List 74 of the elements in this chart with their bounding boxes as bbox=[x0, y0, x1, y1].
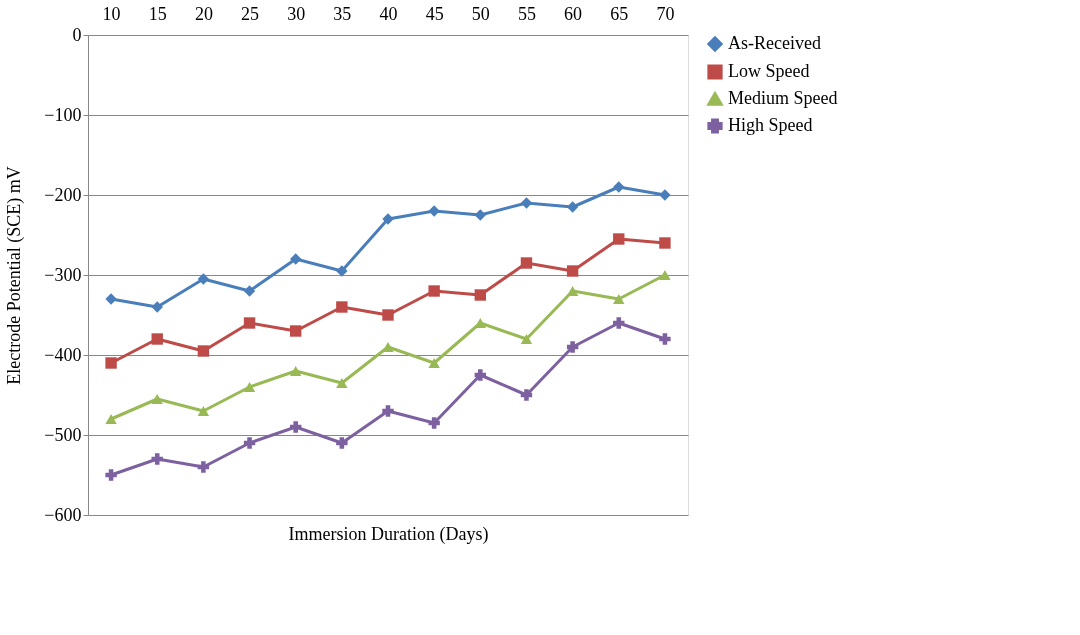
point bbox=[336, 378, 348, 388]
legend-label: Low Speed bbox=[728, 61, 810, 81]
point bbox=[336, 301, 348, 313]
point bbox=[243, 317, 256, 329]
x-tick-label: 20 bbox=[194, 3, 213, 24]
point bbox=[474, 369, 487, 381]
point bbox=[289, 253, 302, 265]
x-tick-label: 45 bbox=[425, 3, 444, 24]
x-tick-label: 70 bbox=[656, 3, 675, 24]
point bbox=[289, 421, 302, 433]
point bbox=[197, 406, 210, 416]
point bbox=[659, 333, 671, 345]
point bbox=[613, 317, 625, 329]
x-tick-label: 65 bbox=[610, 3, 629, 24]
y-axis-title: Electrode Potential (SCE) mV bbox=[4, 166, 26, 385]
point bbox=[520, 334, 533, 344]
point bbox=[105, 293, 117, 305]
point bbox=[428, 417, 440, 429]
point bbox=[428, 358, 440, 368]
y-tick-label: −200 bbox=[44, 184, 82, 205]
point bbox=[336, 437, 348, 449]
point bbox=[382, 309, 394, 321]
point bbox=[382, 213, 394, 225]
point bbox=[474, 209, 487, 221]
point bbox=[613, 294, 625, 304]
x-tick-label: 40 bbox=[379, 3, 398, 24]
point bbox=[428, 205, 440, 217]
point bbox=[613, 181, 625, 193]
x-tick-label: 25 bbox=[241, 3, 260, 24]
y-tick-label: −300 bbox=[44, 264, 82, 285]
point bbox=[566, 286, 579, 296]
point bbox=[197, 461, 210, 473]
point bbox=[151, 453, 163, 465]
point bbox=[659, 237, 671, 249]
x-tick-label: 35 bbox=[333, 3, 352, 24]
point bbox=[520, 257, 533, 269]
y-tick-label: −400 bbox=[44, 344, 82, 365]
legend-label: As-Received bbox=[728, 33, 821, 53]
x-axis-title: Immersion Duration (Days) bbox=[288, 523, 489, 545]
point bbox=[105, 414, 117, 424]
point bbox=[289, 325, 302, 337]
point bbox=[151, 394, 163, 404]
legend-label: High Speed bbox=[728, 115, 813, 135]
point bbox=[151, 333, 163, 345]
point bbox=[659, 270, 671, 280]
point bbox=[659, 189, 671, 201]
x-tick-label: 30 bbox=[287, 3, 306, 24]
point bbox=[289, 366, 302, 376]
point bbox=[566, 341, 579, 353]
point bbox=[474, 289, 487, 301]
point bbox=[243, 437, 256, 449]
x-tick-label: 50 bbox=[471, 3, 490, 24]
y-tick-label: −600 bbox=[44, 504, 82, 525]
point bbox=[197, 273, 210, 285]
point bbox=[428, 285, 440, 297]
point bbox=[105, 469, 117, 481]
point bbox=[197, 345, 210, 357]
point bbox=[566, 265, 579, 277]
point bbox=[382, 405, 394, 417]
point bbox=[151, 301, 163, 313]
x-tick-label: 10 bbox=[102, 3, 121, 24]
legend-label: Medium Speed bbox=[728, 88, 838, 108]
x-tick-label: 60 bbox=[564, 3, 583, 24]
point bbox=[613, 233, 625, 245]
point bbox=[336, 265, 348, 277]
x-tick-label: 15 bbox=[148, 3, 167, 24]
point bbox=[243, 382, 256, 392]
y-tick-label: −100 bbox=[44, 104, 82, 125]
x-tick-label: 55 bbox=[517, 3, 536, 24]
y-tick-label: −500 bbox=[44, 424, 82, 445]
point bbox=[243, 285, 256, 297]
y-tick-label: 0 bbox=[72, 24, 82, 45]
point bbox=[520, 389, 533, 401]
point bbox=[105, 357, 117, 369]
